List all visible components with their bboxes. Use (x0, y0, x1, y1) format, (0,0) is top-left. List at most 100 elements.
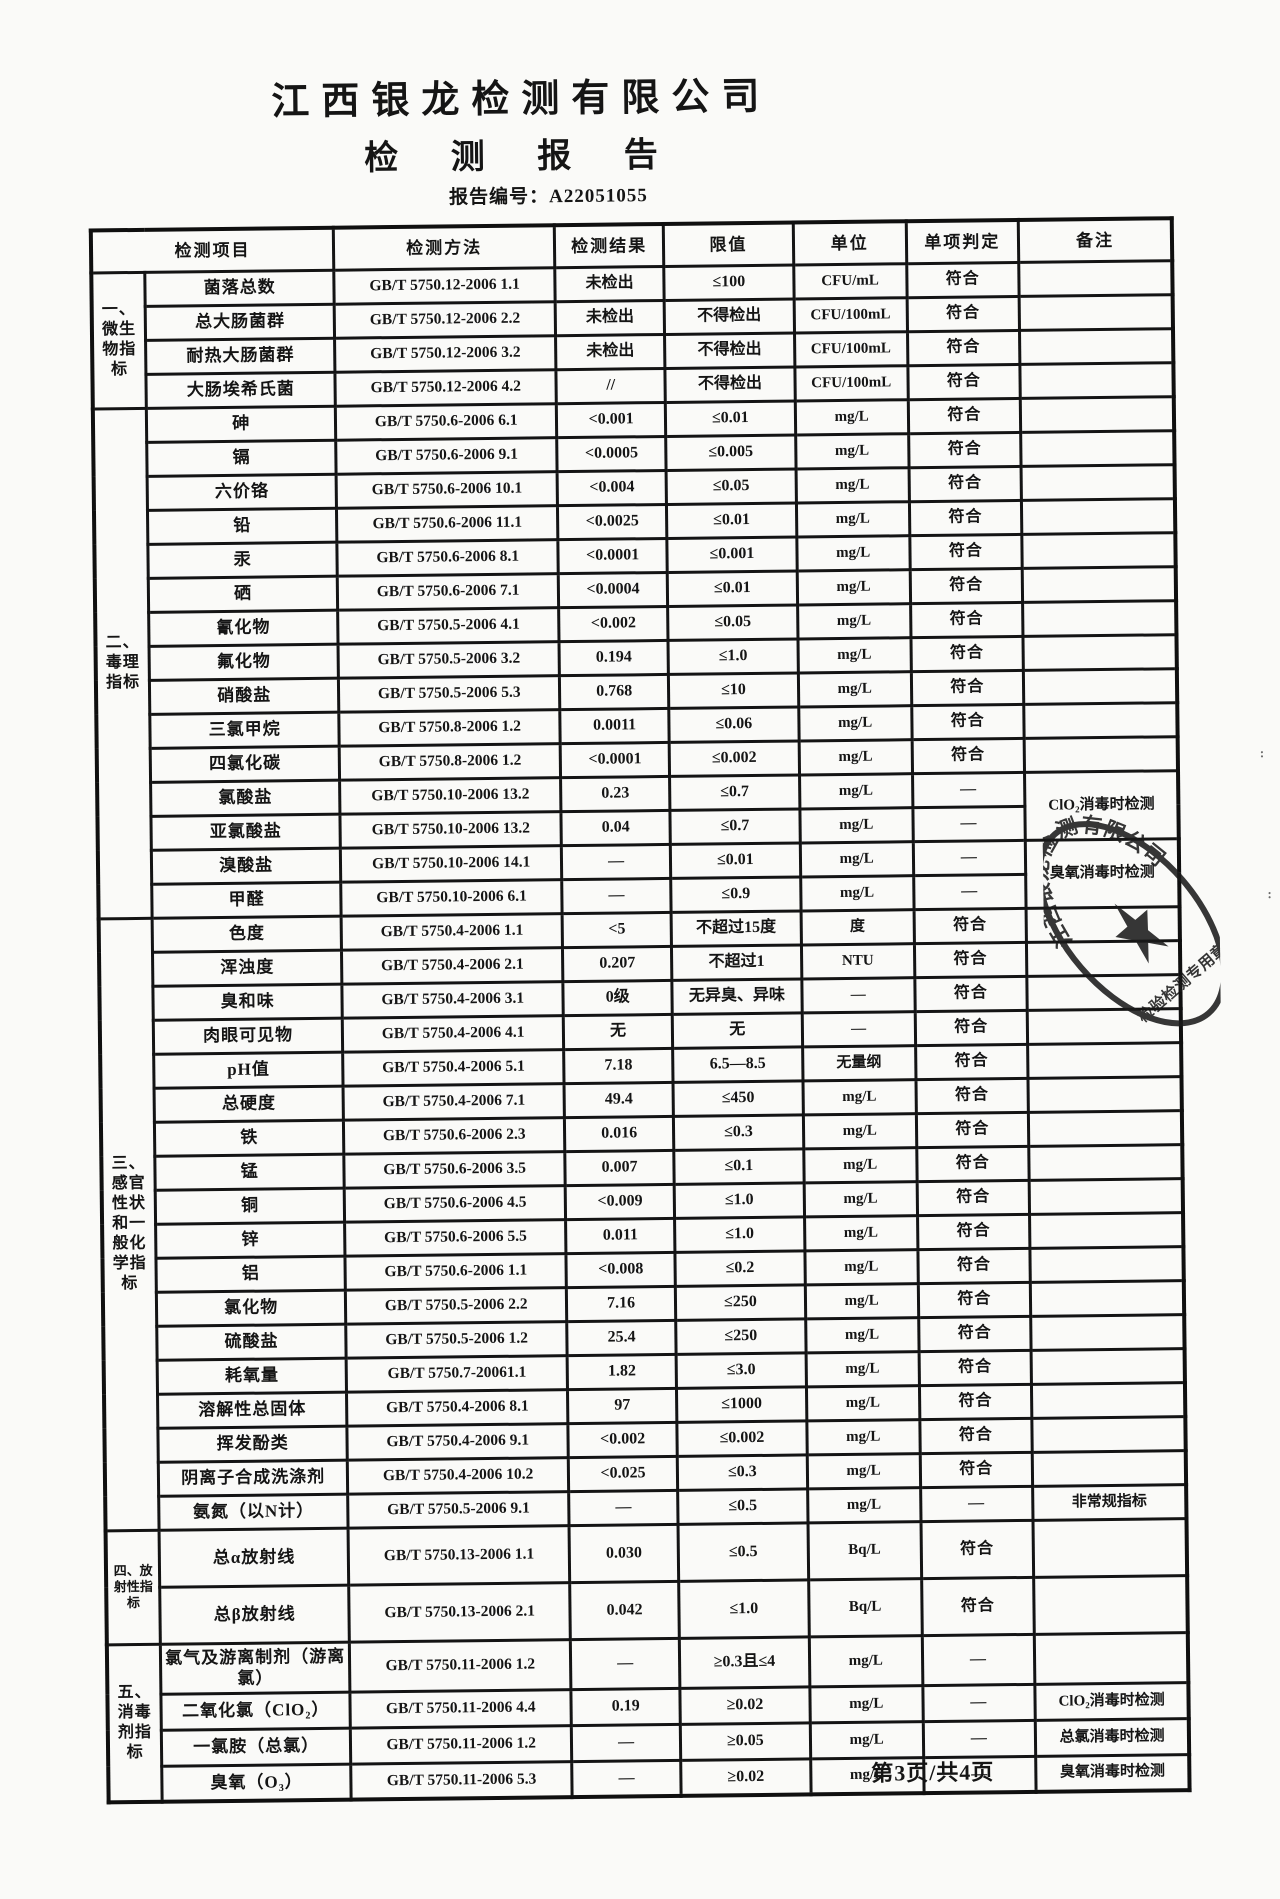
cell-remark: 臭氧消毒时检测 (1025, 838, 1180, 908)
cell-method: GB/T 5750.6-2006 2.3 (343, 1117, 566, 1154)
cell-item: 硝酸盐 (149, 677, 339, 714)
cell-method: GB/T 5750.12-2006 4.2 (334, 369, 557, 406)
cell-item: 亚氯酸盐 (151, 813, 341, 850)
cell-item: pH值 (153, 1051, 344, 1088)
scan-artifact: : (1259, 745, 1265, 761)
column-header-judgment: 单项判定 (905, 219, 1019, 264)
cell-result: 0.23 (560, 775, 670, 812)
group-label: 四、放 射性指 标 (105, 1529, 161, 1645)
cell-item: 铁 (154, 1119, 344, 1156)
cell-method: GB/T 5750.5-2006 4.1 (337, 607, 560, 644)
cell-result: 7.16 (566, 1285, 676, 1322)
cell-item: 氟化物 (149, 643, 339, 680)
cell-method: GB/T 5750.13-2006 1.1 (348, 1525, 570, 1585)
cell-unit: mg/L (803, 1181, 918, 1217)
cell-judgment: 符合 (907, 329, 1021, 366)
column-header-result: 检测结果 (554, 223, 664, 268)
group-label: 三、 感官 性状 和一 般化 学指 标 (98, 917, 160, 1531)
column-header-unit: 单位 (793, 221, 907, 265)
cell-limit: 无 (672, 1012, 803, 1048)
cell-item: 锌 (155, 1221, 346, 1258)
cell-item: 氯酸盐 (150, 779, 341, 816)
cell-unit: mg/L (798, 739, 913, 775)
cell-judgment: 符合 (907, 397, 1021, 434)
cell-remark (1027, 1042, 1182, 1078)
cell-result: <0.009 (565, 1183, 675, 1220)
cell-item: 氯化物 (156, 1289, 346, 1326)
column-header-limit: 限值 (663, 222, 794, 266)
cell-unit: mg/L (800, 841, 914, 877)
cell-judgment: 符合 (916, 1145, 1030, 1182)
cell-judgment: 符合 (910, 601, 1024, 638)
cell-judgment: 符合 (919, 1451, 1033, 1488)
cell-unit: mg/L (799, 807, 913, 843)
cell-unit: CFU/100mL (794, 365, 908, 401)
cell-remark (1018, 260, 1173, 296)
cell-result: — (561, 843, 671, 880)
cell-method: GB/T 5750.6-2006 10.1 (336, 471, 558, 508)
cell-item: 阴离子合成洗涤剂 (158, 1459, 348, 1496)
cell-judgment: 符合 (913, 941, 1027, 978)
cell-method: GB/T 5750.4-2006 10.2 (347, 1457, 569, 1494)
cell-limit: ≤250 (675, 1318, 806, 1354)
cell-judgment: 符合 (906, 261, 1020, 298)
cell-result: 0.04 (561, 809, 671, 846)
cell-judgment: — (912, 805, 1026, 842)
cell-item: 铝 (156, 1255, 346, 1292)
cell-limit: ≤0.2 (674, 1250, 806, 1286)
cell-limit: ≤0.01 (665, 400, 796, 436)
cell-result: <0.0025 (557, 503, 667, 540)
cell-limit: ≤250 (675, 1284, 806, 1320)
cell-unit: Bq/L (807, 1521, 922, 1580)
cell-remark (1033, 1518, 1188, 1577)
cell-method: GB/T 5750.10-2006 13.2 (339, 777, 562, 814)
cell-result: <0.004 (557, 469, 667, 506)
cell-result: — (571, 1723, 681, 1762)
cell-result: 0.030 (569, 1523, 679, 1583)
cell-method: GB/T 5750.10-2006 6.1 (340, 879, 563, 916)
cell-limit: ≤3.0 (676, 1352, 807, 1388)
cell-method: GB/T 5750.10-2006 14.1 (340, 845, 563, 882)
cell-unit: mg/L (807, 1487, 921, 1523)
cell-unit: mg/L (797, 569, 911, 605)
cell-limit: ≤1.0 (674, 1216, 805, 1252)
cell-judgment: 符合 (918, 1315, 1032, 1352)
cell-result: 0.007 (565, 1149, 675, 1186)
cell-method: GB/T 5750.6-2006 9.1 (335, 437, 558, 474)
cell-limit: ≤0.1 (673, 1148, 804, 1184)
cell-item: 硒 (148, 575, 338, 612)
cell-limit: 不超过1 (671, 944, 802, 980)
cell-limit: ≤0.005 (665, 434, 796, 470)
cell-remark (1019, 328, 1174, 364)
cell-judgment: 符合 (911, 703, 1025, 740)
cell-result: <0.0004 (558, 571, 668, 608)
cell-method: GB/T 5750.13-2006 2.1 (348, 1582, 571, 1642)
cell-judgment: 符合 (908, 465, 1022, 502)
cell-limit: ≤0.002 (676, 1420, 808, 1456)
cell-result: <0.0001 (560, 741, 670, 778)
cell-unit: mg/L (805, 1283, 919, 1319)
cell-remark (1031, 1416, 1186, 1452)
cell-limit: ≤0.01 (667, 570, 798, 606)
cell-judgment: 符合 (911, 737, 1025, 774)
cell-limit: ≤450 (672, 1080, 804, 1116)
cell-remark (1020, 430, 1175, 466)
cell-limit: 不得检出 (664, 298, 795, 334)
cell-judgment: 符合 (917, 1213, 1031, 1250)
cell-limit: ≤0.3 (677, 1454, 808, 1490)
cell-item: 氨氮（以N计） (158, 1493, 349, 1530)
cell-remark (1028, 1144, 1183, 1180)
report-number-label: 报告编号： (448, 186, 550, 209)
cell-judgment: 符合 (915, 1111, 1029, 1148)
cell-judgment: 符合 (915, 1043, 1029, 1080)
cell-judgment: — (920, 1485, 1034, 1522)
cell-unit: mg/L (805, 1351, 919, 1387)
cell-item: 三氯甲烷 (150, 711, 340, 748)
cell-remark (1023, 634, 1177, 670)
cell-unit: mg/L (806, 1419, 920, 1455)
cell-unit: mg/L (804, 1215, 918, 1251)
cell-unit: 无量纲 (802, 1045, 916, 1081)
cell-item: 二氧化氯（ClO₂） (161, 1691, 351, 1730)
cell-judgment: 符合 (918, 1383, 1032, 1420)
